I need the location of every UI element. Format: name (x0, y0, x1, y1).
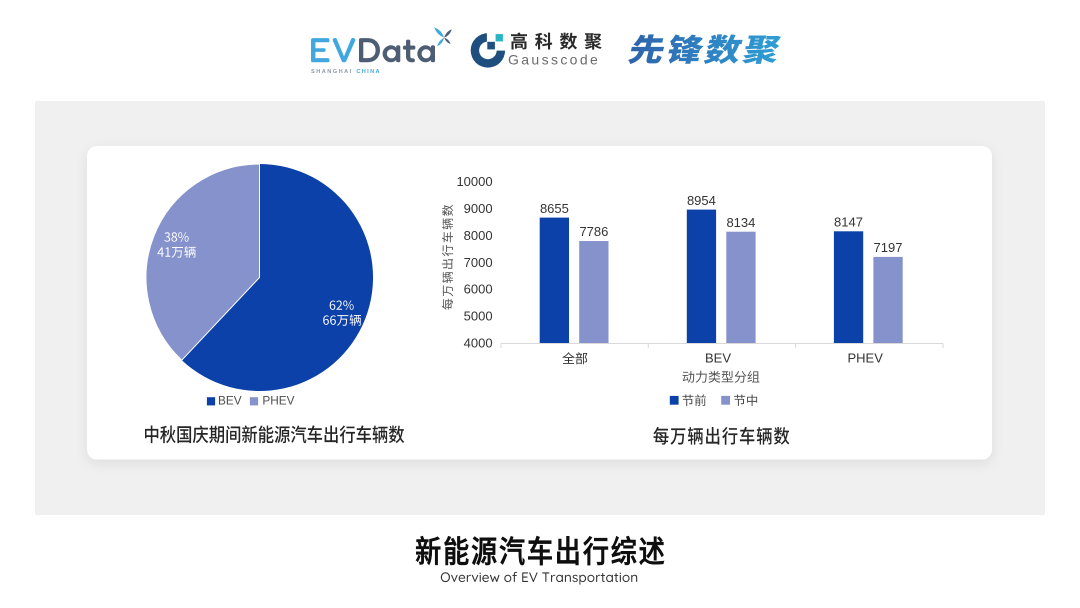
svg-text:8147: 8147 (834, 215, 863, 230)
svg-text:8000: 8000 (464, 228, 493, 243)
svg-text:5000: 5000 (464, 309, 493, 324)
svg-text:BEV: BEV (218, 394, 242, 408)
svg-text:6000: 6000 (464, 282, 493, 297)
svg-text:8134: 8134 (726, 215, 755, 230)
svg-text:7786: 7786 (579, 224, 608, 239)
svg-text:10000: 10000 (456, 174, 492, 189)
svg-text:9000: 9000 (464, 201, 493, 216)
svg-text:4000: 4000 (464, 336, 493, 351)
svg-text:7197: 7197 (874, 240, 903, 255)
svg-text:CHINA: CHINA (356, 69, 379, 75)
svg-text:8655: 8655 (540, 201, 569, 216)
svg-text:8954: 8954 (687, 193, 716, 208)
svg-text:Gausscode: Gausscode (508, 52, 598, 68)
svg-text:BEV: BEV (705, 351, 731, 366)
svg-text:7000: 7000 (464, 255, 493, 270)
svg-text:PHEV: PHEV (262, 394, 294, 408)
svg-text:PHEV: PHEV (847, 351, 883, 366)
